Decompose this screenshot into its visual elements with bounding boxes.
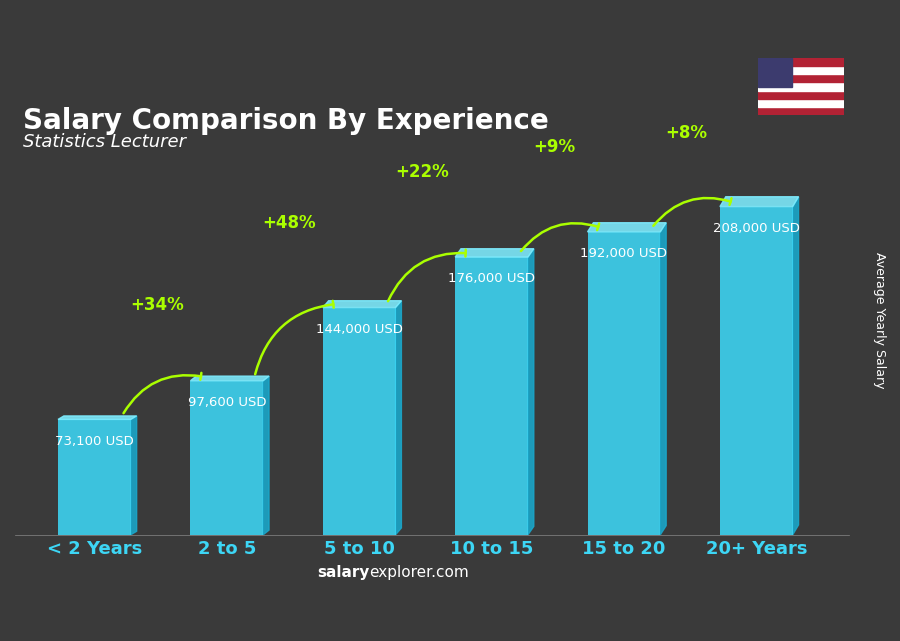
Text: 97,600 USD: 97,600 USD — [187, 396, 266, 409]
Text: 208,000 USD: 208,000 USD — [713, 222, 800, 235]
Polygon shape — [130, 416, 137, 535]
FancyBboxPatch shape — [720, 206, 793, 535]
Text: +9%: +9% — [533, 138, 575, 156]
Bar — [758, 107, 844, 115]
Polygon shape — [793, 197, 798, 535]
Text: +34%: +34% — [130, 297, 184, 315]
Polygon shape — [323, 301, 401, 308]
Text: 192,000 USD: 192,000 USD — [580, 247, 668, 260]
Bar — [758, 66, 844, 74]
Text: Average Yearly Salary: Average Yearly Salary — [873, 253, 886, 388]
Polygon shape — [455, 249, 534, 257]
Bar — [758, 99, 844, 107]
FancyBboxPatch shape — [191, 381, 263, 535]
Text: +8%: +8% — [665, 124, 707, 142]
Polygon shape — [263, 376, 269, 535]
Polygon shape — [396, 301, 401, 535]
Polygon shape — [528, 249, 534, 535]
Text: salary: salary — [317, 565, 369, 580]
Polygon shape — [661, 222, 666, 535]
Text: 144,000 USD: 144,000 USD — [316, 322, 402, 336]
Text: explorer.com: explorer.com — [369, 565, 469, 580]
FancyBboxPatch shape — [58, 419, 130, 535]
Polygon shape — [720, 197, 798, 206]
Bar — [758, 83, 844, 90]
Text: 73,100 USD: 73,100 USD — [55, 435, 134, 447]
Bar — [758, 58, 792, 87]
Bar — [758, 58, 844, 66]
Text: Salary Comparison By Experience: Salary Comparison By Experience — [23, 107, 549, 135]
Polygon shape — [588, 222, 666, 232]
FancyBboxPatch shape — [455, 257, 528, 535]
Text: Statistics Lecturer: Statistics Lecturer — [23, 133, 186, 151]
Text: 176,000 USD: 176,000 USD — [448, 272, 536, 285]
FancyBboxPatch shape — [588, 232, 661, 535]
Bar — [758, 74, 844, 83]
Polygon shape — [58, 416, 137, 419]
Text: +48%: +48% — [263, 214, 316, 232]
Polygon shape — [191, 376, 269, 381]
Text: +22%: +22% — [395, 163, 448, 181]
FancyBboxPatch shape — [323, 308, 396, 535]
Bar — [758, 90, 844, 99]
